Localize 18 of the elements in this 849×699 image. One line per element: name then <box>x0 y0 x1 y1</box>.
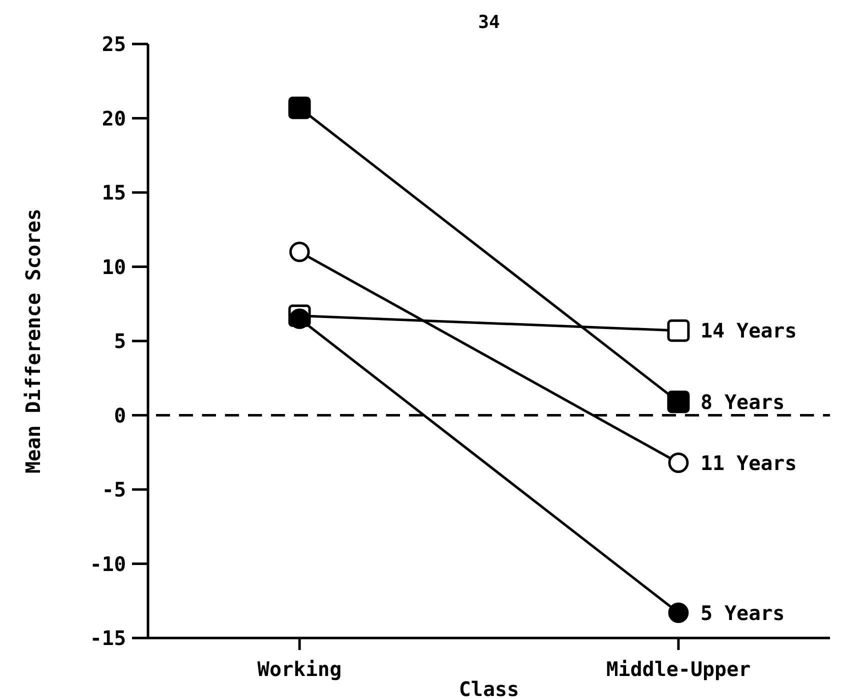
y-tick-label: 10 <box>102 254 126 279</box>
x-axis-title: Class <box>458 677 520 699</box>
y-tick-label: -5 <box>102 478 126 502</box>
y-tick-label: 20 <box>102 106 126 130</box>
y-tick-label: 0 <box>114 403 126 428</box>
y-tick-label: 5 <box>114 329 126 353</box>
y-axis-title: Mean Difference Scores <box>21 208 45 474</box>
x-tick-label: Middle-Upper <box>606 657 751 681</box>
y-tick-label: 15 <box>102 180 126 204</box>
series-label: 8 Years <box>700 390 785 414</box>
y-tick-label: -10 <box>90 552 126 576</box>
y-tick-label: -15 <box>90 626 126 650</box>
y-tick-label: 25 <box>102 32 126 56</box>
series-label: 11 Years <box>700 450 797 475</box>
x-tick-label: Working <box>257 657 342 681</box>
series-label: 5 Years <box>700 600 785 625</box>
series-label: 14 Years <box>700 318 797 343</box>
text: 34 <box>478 12 500 33</box>
